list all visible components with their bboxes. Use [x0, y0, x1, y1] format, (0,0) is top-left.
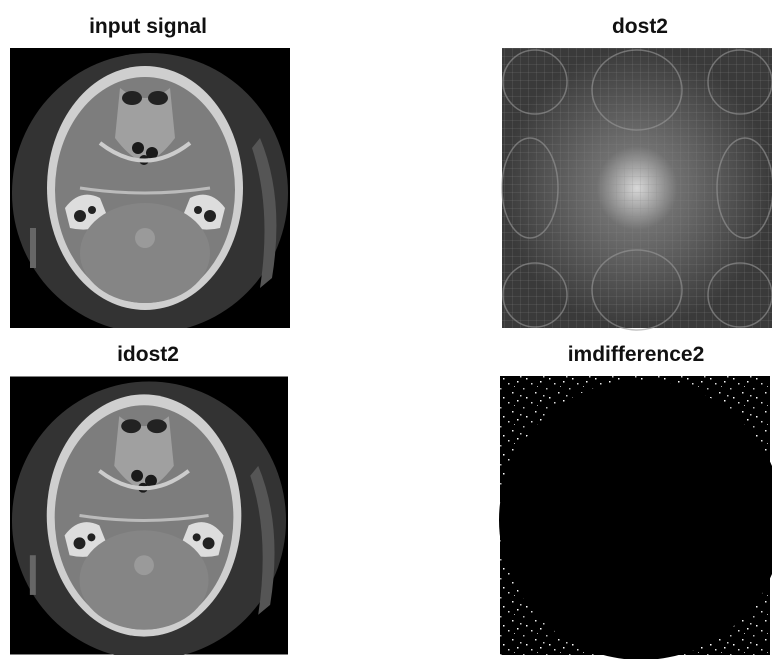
- panel-title: imdifference2: [568, 343, 705, 366]
- panel-title: dost2: [612, 15, 668, 38]
- figure: input signal dost2 idost2 imdifference2: [0, 0, 772, 659]
- dost-image: [502, 48, 772, 330]
- difference-image: [499, 376, 772, 659]
- panel-title: idost2: [117, 343, 179, 366]
- input-image: [10, 48, 290, 333]
- idost-image: [10, 377, 288, 659]
- panel-title: input signal: [89, 15, 207, 38]
